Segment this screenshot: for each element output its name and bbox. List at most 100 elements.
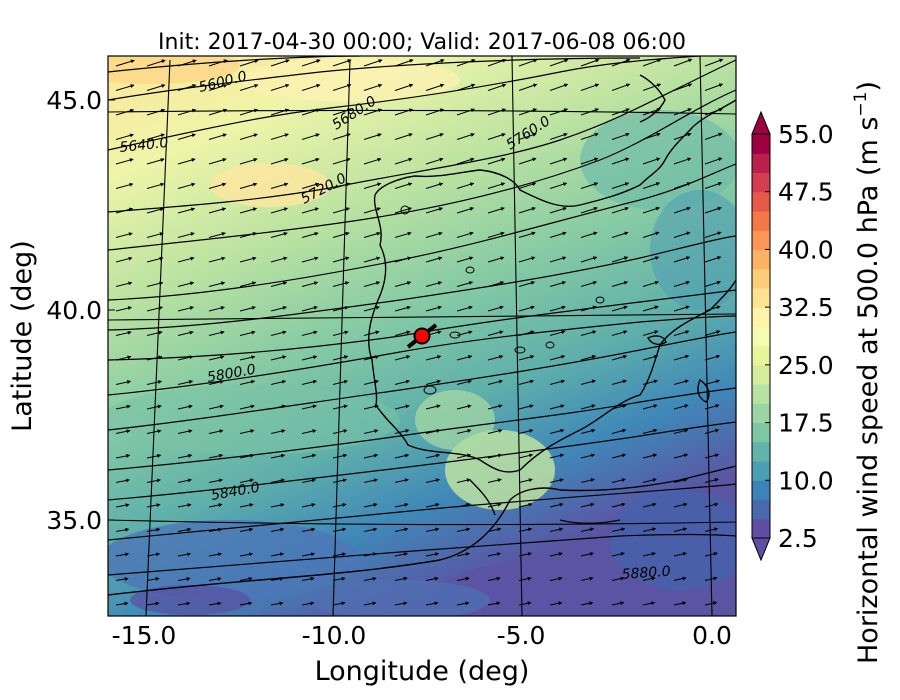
wind-arrow bbox=[580, 601, 594, 606]
wind-arrow bbox=[208, 552, 223, 557]
colorbar-label: Horizontal wind speed at 500.0 hPa (m s−… bbox=[851, 81, 884, 664]
wind-arrow bbox=[394, 83, 414, 91]
wind-arrow bbox=[332, 552, 347, 557]
wind-arrow bbox=[115, 355, 132, 361]
wind-arrow bbox=[270, 527, 285, 532]
colorbar-tick-label: 2.5 bbox=[778, 524, 818, 553]
wind-arrow bbox=[549, 404, 565, 410]
wind-arrow bbox=[549, 478, 564, 483]
wind-arrow bbox=[456, 83, 476, 91]
wind-arrow bbox=[363, 231, 381, 238]
wind-arrow bbox=[146, 453, 162, 459]
wind-arrow bbox=[704, 502, 719, 508]
wind-speed-patches bbox=[108, 56, 736, 616]
wind-arrow bbox=[270, 453, 286, 459]
wind-arrow bbox=[270, 355, 287, 361]
wind-arrow bbox=[611, 206, 629, 214]
wind-arrow bbox=[146, 182, 165, 189]
wind-arrow bbox=[425, 601, 439, 606]
wind-arrow bbox=[611, 280, 629, 287]
wind-arrow bbox=[363, 527, 378, 532]
wind-arrow bbox=[363, 133, 382, 140]
wind-arrow bbox=[487, 157, 506, 165]
wind-arrow bbox=[518, 330, 535, 336]
colorbar-segment bbox=[752, 307, 770, 327]
wind-arrow bbox=[301, 478, 316, 483]
wind-arrow bbox=[704, 108, 723, 116]
wind-arrow bbox=[239, 305, 256, 312]
wind-arrow bbox=[673, 157, 692, 165]
contour-label: 5640.0 bbox=[119, 135, 169, 156]
wind-arrow bbox=[673, 379, 689, 385]
wind-arrow bbox=[208, 306, 225, 312]
wind-arrow bbox=[115, 256, 133, 263]
wind-arrow bbox=[673, 453, 689, 459]
wind-arrow bbox=[270, 404, 286, 410]
wind-arrow bbox=[580, 576, 594, 581]
wind-arrow bbox=[549, 305, 566, 312]
wind-arrow bbox=[456, 429, 472, 434]
wind-arrow bbox=[208, 601, 222, 606]
wind-arrow bbox=[177, 182, 196, 189]
wind-arrow bbox=[270, 133, 289, 140]
wind-arrow bbox=[115, 158, 134, 165]
wind-arrow bbox=[270, 601, 284, 606]
wind-arrow bbox=[549, 527, 564, 532]
wind-arrow bbox=[518, 206, 536, 214]
location-marker bbox=[406, 323, 438, 349]
wind-arrow bbox=[239, 330, 256, 336]
colorbar-segment bbox=[752, 403, 770, 424]
wind-arrow bbox=[642, 502, 657, 508]
wind-arrow bbox=[208, 527, 223, 532]
wind-arrow bbox=[146, 158, 165, 165]
wind-arrow bbox=[425, 58, 445, 67]
wind-arrow bbox=[580, 305, 597, 312]
wind-arrow bbox=[487, 478, 502, 483]
wind-arrow bbox=[394, 527, 409, 532]
wind-arrow bbox=[580, 58, 600, 67]
wind-arrow bbox=[456, 330, 473, 336]
wind-arrow bbox=[115, 527, 130, 532]
wind-arrow bbox=[704, 256, 722, 263]
wind-arrow bbox=[177, 330, 194, 336]
wind-arrow bbox=[146, 108, 166, 116]
wind-arrow bbox=[115, 429, 131, 434]
wind-arrow bbox=[239, 453, 255, 459]
colorbar-segment bbox=[752, 249, 770, 270]
wind-arrow bbox=[239, 601, 253, 606]
wind-arrow bbox=[270, 552, 285, 557]
wind-arrow bbox=[704, 453, 720, 459]
wind-arrow bbox=[425, 453, 441, 459]
wind-arrow bbox=[301, 527, 316, 532]
wind-arrow bbox=[332, 157, 351, 165]
colorbar-extend-max bbox=[751, 110, 771, 135]
wind-arrow bbox=[208, 232, 226, 238]
wind-arrow bbox=[239, 429, 255, 434]
colorbar-tick-label: 47.5 bbox=[778, 178, 834, 207]
wind-arrow bbox=[208, 59, 228, 67]
wind-arrow bbox=[487, 58, 507, 67]
wind-arrow bbox=[239, 256, 257, 263]
wind-arrow bbox=[394, 379, 411, 385]
wind-arrow bbox=[456, 601, 470, 606]
wind-arrow bbox=[611, 502, 626, 508]
x-tick-label: -15.0 bbox=[112, 621, 177, 650]
wind-arrow bbox=[177, 429, 193, 434]
wind-arrow bbox=[456, 157, 475, 165]
wind-arrow bbox=[580, 478, 595, 483]
wind-arrow bbox=[673, 551, 687, 557]
wind-arrow bbox=[549, 108, 569, 116]
wind-arrow bbox=[332, 108, 352, 116]
wind-arrow bbox=[394, 59, 414, 67]
wind-arrow bbox=[580, 231, 598, 238]
colorbar-segment bbox=[752, 287, 770, 308]
wind-arrow bbox=[425, 83, 445, 91]
wind-arrow bbox=[487, 305, 504, 312]
wind-arrow bbox=[704, 231, 722, 238]
wind-arrow bbox=[549, 330, 566, 336]
wind-arrow bbox=[487, 453, 503, 459]
wind-arrow bbox=[425, 404, 441, 410]
wind-arrow bbox=[363, 330, 380, 336]
wind-arrow bbox=[363, 453, 379, 459]
wind-arrow bbox=[642, 428, 658, 434]
